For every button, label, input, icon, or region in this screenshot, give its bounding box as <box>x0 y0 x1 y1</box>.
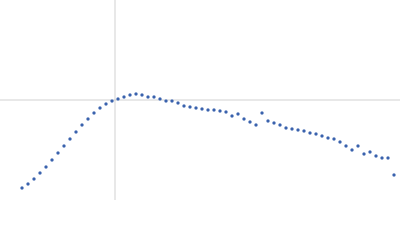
data-point <box>302 129 306 133</box>
data-point <box>176 101 180 105</box>
data-point <box>230 114 234 118</box>
page: {"chart_data": {"type": "scatter", "x": … <box>0 0 400 200</box>
data-point <box>392 173 396 177</box>
data-point <box>332 137 336 141</box>
data-point <box>152 95 156 99</box>
data-point <box>296 128 300 132</box>
data-point <box>164 99 168 103</box>
data-point <box>218 109 222 113</box>
data-point <box>170 99 174 103</box>
data-point <box>344 144 348 148</box>
data-point <box>368 150 372 154</box>
data-point <box>68 137 72 141</box>
data-point <box>284 126 288 130</box>
data-point <box>338 140 342 144</box>
data-point <box>50 158 54 162</box>
data-point <box>158 97 162 101</box>
data-point <box>98 106 102 110</box>
data-point <box>188 105 192 109</box>
data-point <box>62 144 66 148</box>
data-point <box>128 93 132 97</box>
data-point <box>236 112 240 116</box>
data-point <box>386 156 390 160</box>
data-point <box>134 92 138 96</box>
data-point <box>44 165 48 169</box>
data-point <box>182 104 186 108</box>
data-point <box>326 136 330 140</box>
data-point <box>122 95 126 99</box>
data-point <box>356 144 360 148</box>
data-point <box>272 121 276 125</box>
data-point <box>200 107 204 111</box>
data-point <box>80 123 84 127</box>
data-point <box>242 117 246 121</box>
data-point <box>26 182 30 186</box>
data-point <box>32 177 36 181</box>
data-point <box>308 131 312 135</box>
data-point <box>74 130 78 134</box>
data-point <box>116 97 120 101</box>
data-point <box>266 119 270 123</box>
data-point <box>254 123 258 127</box>
chart <box>0 0 400 200</box>
data-point <box>212 108 216 112</box>
data-point <box>110 99 114 103</box>
data-point <box>278 123 282 127</box>
data-point <box>104 102 108 106</box>
data-point <box>290 127 294 131</box>
data-point <box>38 171 42 175</box>
data-point <box>314 132 318 136</box>
data-point <box>194 106 198 110</box>
data-point <box>86 117 90 121</box>
data-point <box>56 151 60 155</box>
data-point <box>206 108 210 112</box>
data-point <box>20 186 24 190</box>
data-point <box>146 95 150 99</box>
data-point <box>260 111 264 115</box>
data-point <box>140 93 144 97</box>
data-point <box>374 154 378 158</box>
data-point <box>362 152 366 156</box>
data-point <box>320 134 324 138</box>
data-point <box>380 156 384 160</box>
data-point <box>92 111 96 115</box>
data-point <box>350 148 354 152</box>
data-point <box>224 110 228 114</box>
data-point <box>248 120 252 124</box>
